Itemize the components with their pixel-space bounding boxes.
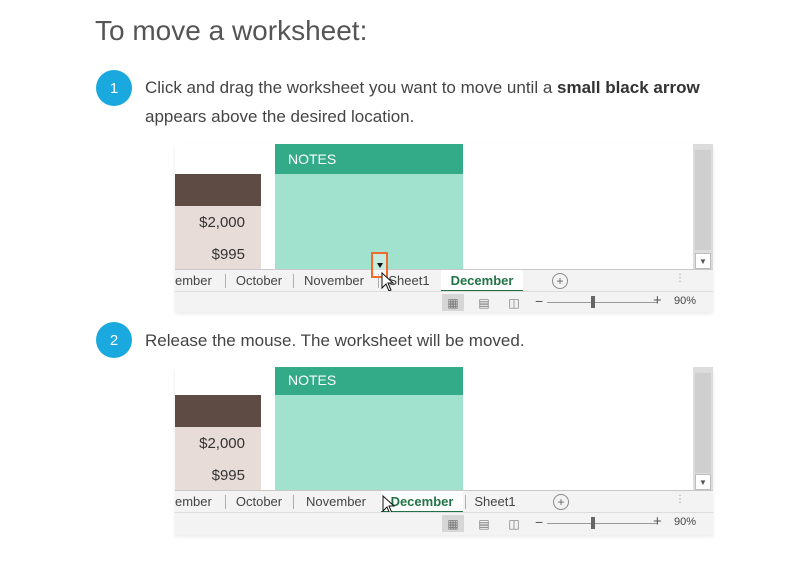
notes-header[interactable]: NOTES bbox=[275, 367, 463, 395]
normal-view-icon[interactable]: ▦ bbox=[442, 294, 464, 311]
tab-divider bbox=[225, 274, 226, 288]
sheet-tab-active[interactable]: December bbox=[441, 270, 523, 292]
step-number: 1 bbox=[109, 79, 119, 97]
instruction-text: appears above the desired location. bbox=[145, 107, 415, 126]
header-band bbox=[175, 395, 261, 427]
small-black-arrow-icon bbox=[377, 263, 383, 268]
sheet-tab[interactable]: ember bbox=[175, 273, 212, 288]
tab-divider bbox=[293, 274, 294, 288]
amount-cell[interactable]: $995 bbox=[211, 246, 245, 263]
step-instruction: Click and drag the worksheet you want to… bbox=[145, 73, 745, 131]
status-bar: ▦ ▤ ◫ − + 90% bbox=[175, 512, 713, 535]
instruction-emphasis: small black arrow bbox=[557, 78, 700, 97]
page-title: To move a worksheet: bbox=[95, 15, 368, 46]
scrollbar-thumb[interactable] bbox=[695, 373, 711, 473]
zoom-slider-thumb[interactable] bbox=[591, 296, 595, 308]
page-break-view-icon[interactable]: ◫ bbox=[508, 516, 520, 531]
sheet-tab[interactable]: ember bbox=[175, 494, 212, 509]
normal-view-icon[interactable]: ▦ bbox=[442, 515, 464, 532]
zoom-in-icon[interactable]: + bbox=[653, 513, 662, 530]
scroll-down-icon[interactable]: ▼ bbox=[695, 253, 711, 269]
plus-circle-icon[interactable]: + bbox=[553, 494, 569, 510]
step-instruction: Release the mouse. The worksheet will be… bbox=[145, 326, 745, 355]
status-bar: ▦ ▤ ◫ − + 90% bbox=[175, 291, 713, 312]
sheet-tab-bar: ember October November Sheet1 December +… bbox=[175, 269, 713, 292]
sheet-tab-bar: ember October November December Sheet1 +… bbox=[175, 490, 713, 513]
tab-divider bbox=[465, 495, 466, 509]
notes-column: NOTES bbox=[275, 367, 463, 490]
step-number: 2 bbox=[109, 331, 119, 349]
amount-cell[interactable]: $2,000 bbox=[199, 214, 245, 231]
zoom-slider[interactable] bbox=[547, 523, 657, 524]
tab-divider bbox=[293, 495, 294, 509]
amount-cell[interactable]: $2,000 bbox=[199, 435, 245, 452]
zoom-out-icon[interactable]: − bbox=[535, 293, 544, 309]
more-options-icon[interactable]: ⋮ bbox=[675, 273, 685, 284]
vertical-scrollbar[interactable]: ▼ bbox=[693, 367, 713, 490]
page-layout-icon[interactable]: ▤ bbox=[478, 516, 490, 531]
instruction-text: Click and drag the worksheet you want to… bbox=[145, 78, 557, 97]
page-break-view-icon[interactable]: ◫ bbox=[508, 295, 520, 310]
excel-screenshot-drag: $2,000 $995 NOTES ▼ ember October Novemb… bbox=[175, 144, 713, 312]
zoom-level[interactable]: 90% bbox=[674, 516, 697, 528]
page-layout-icon[interactable]: ▤ bbox=[478, 295, 490, 310]
sheet-tab[interactable]: Sheet1 bbox=[388, 273, 430, 288]
notes-column: NOTES bbox=[275, 144, 463, 269]
tab-divider bbox=[225, 495, 226, 509]
tab-divider bbox=[378, 274, 379, 288]
instruction-text: Release the mouse. The worksheet will be… bbox=[145, 331, 525, 350]
plus-circle-icon[interactable]: + bbox=[552, 273, 568, 289]
step-number-badge: 1 bbox=[96, 70, 132, 106]
header-band bbox=[175, 174, 261, 206]
worksheet-grid: $2,000 $995 NOTES bbox=[175, 144, 693, 300]
worksheet-grid: $2,000 $995 NOTES bbox=[175, 367, 693, 521]
scrollbar-thumb[interactable] bbox=[695, 150, 711, 250]
sheet-tab[interactable]: October bbox=[235, 494, 283, 509]
mouse-pointer-icon bbox=[381, 272, 395, 292]
sheet-tab[interactable]: October bbox=[235, 273, 283, 288]
zoom-in-icon[interactable]: + bbox=[653, 292, 662, 309]
excel-screenshot-moved: $2,000 $995 NOTES ▼ ember October Novemb… bbox=[175, 367, 713, 535]
amount-cell[interactable]: $995 bbox=[211, 467, 245, 484]
zoom-slider[interactable] bbox=[547, 302, 657, 303]
more-options-icon[interactable]: ⋮ bbox=[675, 494, 685, 505]
sheet-tab[interactable]: November bbox=[304, 273, 364, 288]
vertical-scrollbar[interactable]: ▼ bbox=[693, 144, 713, 269]
scroll-down-icon[interactable]: ▼ bbox=[695, 474, 711, 490]
zoom-level[interactable]: 90% bbox=[674, 295, 697, 307]
notes-header[interactable]: NOTES bbox=[275, 144, 463, 174]
drop-location-marker bbox=[371, 252, 388, 278]
zoom-out-icon[interactable]: − bbox=[535, 514, 544, 530]
step-number-badge: 2 bbox=[96, 322, 132, 358]
zoom-slider-thumb[interactable] bbox=[591, 517, 595, 529]
sheet-tab[interactable]: November bbox=[306, 494, 366, 509]
sheet-tab[interactable]: Sheet1 bbox=[474, 494, 516, 509]
